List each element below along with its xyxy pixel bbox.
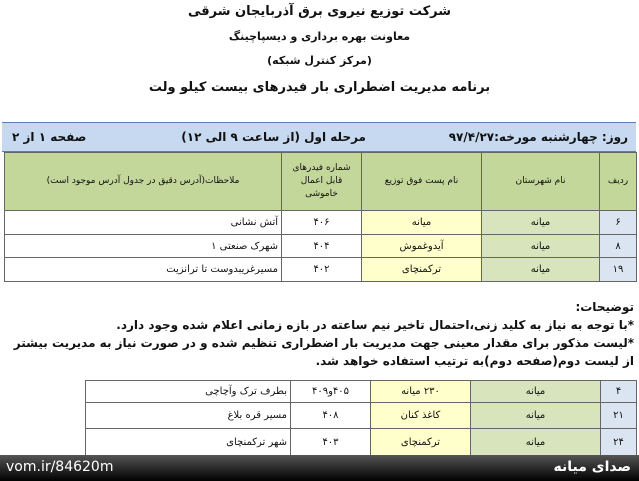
- notes: توضیحات: *با توجه به نیاز به کلید زنی،اح…: [8, 298, 634, 370]
- table-cell: میانه: [470, 428, 601, 456]
- notes-title: توضیحات:: [575, 300, 634, 314]
- table-row: ۶ میانه میانه ۴۰۶ آتش نشانی: [4, 210, 637, 235]
- company-name: شرکت توزیع نیروی برق آذربایجان شرقی: [187, 4, 452, 19]
- table-row: ۸ میانه آیدوغموش ۴۰۴ شهرک صنعتی ۱: [4, 234, 637, 258]
- deputy-name: معاونت بهره برداری و دیسپاچینگ: [228, 30, 411, 43]
- table-cell: ۲۱: [600, 402, 637, 429]
- table-cell: میانه: [470, 402, 601, 429]
- stage: مرحله اول (از ساعت ۹ الی ۱۲): [181, 130, 366, 144]
- header-row: ردیف نام شهرستان نام پست فوق توزیع شماره فی…: [4, 152, 637, 211]
- feeder-table-2: ۴ میانه ۲۳۰ میانه ۴۰۵و۴۰۹ بطرف ترک وآچاچی ۲۱ م…: [85, 380, 637, 456]
- table-row: ۴ میانه ۲۳۰ میانه ۴۰۵و۴۰۹ بطرف ترک وآچاچی: [85, 380, 637, 403]
- table-row: ۲۴ میانه ترکمنچای ۴۰۳ شهر ترکمنچای: [85, 428, 637, 456]
- table-cell: ۴۰۲: [281, 257, 362, 282]
- column-header: شماره فیدرهای قابل اعمال خاموشی: [281, 152, 362, 211]
- table-cell: میانه: [361, 210, 482, 235]
- watermark-brand: صدای میانه: [553, 459, 631, 475]
- page-number: صفحه ۱ از ۲: [12, 130, 87, 144]
- table-cell: بطرف ترک وآچاچی: [85, 380, 291, 403]
- table-cell: میانه: [481, 234, 600, 258]
- table-cell: مسیر قره بلاغ: [85, 402, 291, 429]
- column-header: نام پست فوق توزیع: [361, 152, 482, 211]
- table-cell: میانه: [481, 257, 600, 282]
- document-title: برنامه مدیریت اضطراری بار فیدرهای بیست ک…: [148, 80, 491, 95]
- table-cell: ترکمنچای: [361, 257, 482, 282]
- table-cell: شهرک صنعتی ۱: [4, 234, 282, 258]
- table-cell: شهر ترکمنچای: [85, 428, 291, 456]
- table-cell: میانه: [481, 210, 600, 235]
- day-date: روز: چهارشنبه مورخه:۹۷/۴/۲۷: [448, 130, 628, 144]
- feeder-table: ردیف نام شهرستان نام پست فوق توزیع شماره فی…: [4, 152, 637, 282]
- center-name: (مرکز کنترل شبکه): [267, 54, 372, 67]
- table-cell: ۴۰۵و۴۰۹: [290, 380, 371, 403]
- table-cell: ۴: [600, 380, 637, 403]
- table-cell: ۶: [599, 210, 637, 235]
- column-header: ملاحظات(آدرس دقیق در جدول آدرس موجود است…: [4, 152, 282, 211]
- column-header: ردیف: [599, 152, 637, 211]
- table-cell: ۴۰۶: [281, 210, 362, 235]
- table-cell: ۴۰۸: [290, 402, 371, 429]
- table-cell: ترکمنچای: [370, 428, 471, 456]
- table-cell: ۲۴: [600, 428, 637, 456]
- table-row: ۱۹ میانه ترکمنچای ۴۰۲ مسیرغریبدوست تا ترانزی…: [4, 257, 637, 282]
- table-cell: ۱۹: [599, 257, 637, 282]
- table-cell: ۴۰۴: [281, 234, 362, 258]
- table-cell: ۲۳۰ میانه: [370, 380, 471, 403]
- column-header: نام شهرستان: [481, 152, 600, 211]
- watermark-bar: vom.ir/84620m صدای میانه: [0, 455, 639, 481]
- table-cell: ۴۰۳: [290, 428, 371, 456]
- note-item: *با توجه به نیاز به کلید زنی،احتمال تاخی…: [116, 318, 634, 332]
- table-cell: میانه: [470, 380, 601, 403]
- watermark-url: vom.ir/84620m: [6, 459, 114, 475]
- note-item: *لیست مذکور برای مقدار معینی جهت مدیریت …: [13, 336, 634, 368]
- table-row: ۲۱ میانه کاغذ کنان ۴۰۸ مسیر قره بلاغ: [85, 402, 637, 429]
- info-bar: روز: چهارشنبه مورخه:۹۷/۴/۲۷ مرحله اول (ا…: [2, 122, 636, 152]
- table-cell: آتش نشانی: [4, 210, 282, 235]
- table-cell: ۸: [599, 234, 637, 258]
- table-cell: آیدوغموش: [361, 234, 482, 258]
- table-cell: کاغذ کنان: [370, 402, 471, 429]
- table-cell: مسیرغریبدوست تا ترانزیت: [4, 257, 282, 282]
